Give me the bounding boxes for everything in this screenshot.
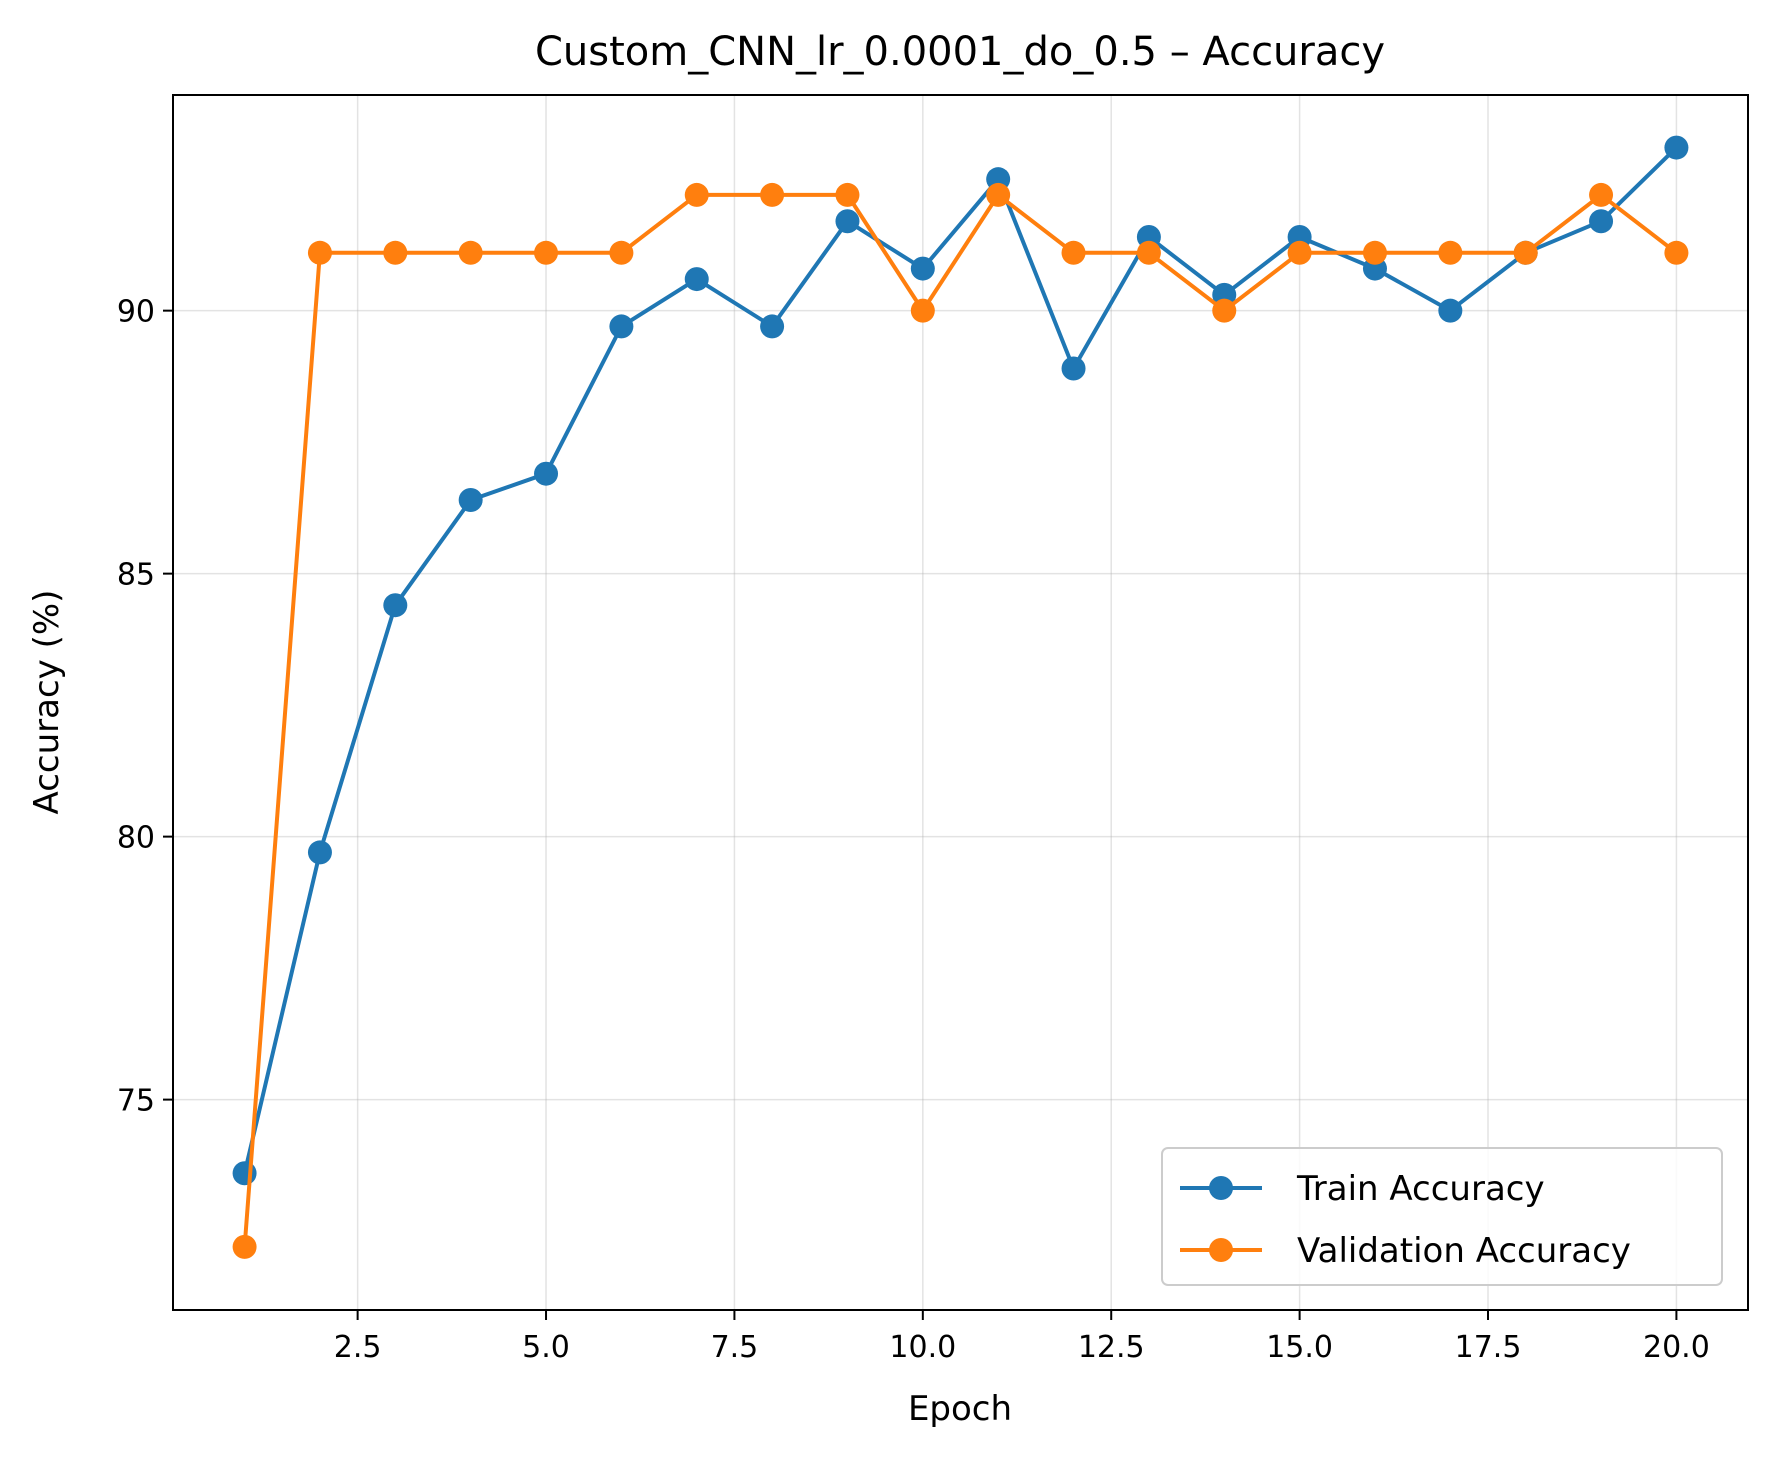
data-point (760, 314, 785, 339)
data-point (458, 240, 483, 265)
x-tick-label: 17.5 (1455, 1330, 1522, 1365)
x-tick-label: 2.5 (334, 1330, 382, 1365)
data-point (986, 182, 1011, 207)
data-point (684, 182, 709, 207)
y-axis-label: Accuracy (%) (27, 590, 67, 815)
data-point (760, 182, 785, 207)
x-axis-ticks: 2.5 5.0 7.5 10.0 12.5 15.0 17.5 20.0 (334, 1310, 1710, 1365)
data-point (383, 593, 408, 618)
data-point (1061, 356, 1086, 381)
x-tick-label: 7.5 (711, 1330, 759, 1365)
x-tick-label: 5.0 (522, 1330, 570, 1365)
legend-label: Validation Accuracy (1297, 1231, 1631, 1271)
legend-marker (1209, 1238, 1233, 1262)
data-point (910, 298, 935, 323)
grid-lines (173, 95, 1748, 1310)
x-tick-label: 10.0 (889, 1330, 956, 1365)
data-point (835, 209, 860, 234)
data-point (1664, 240, 1689, 265)
data-point (1212, 298, 1237, 323)
data-point (232, 1234, 257, 1259)
legend-box (1161, 1147, 1723, 1286)
chart-title: Custom_CNN_lr_0.0001_do_0.5 – Accuracy (535, 29, 1385, 75)
plot-frame (172, 94, 1749, 1311)
y-tick-label: 90 (117, 295, 155, 330)
x-tick-label: 15.0 (1266, 1330, 1333, 1365)
data-point (1061, 240, 1086, 265)
data-point (684, 267, 709, 292)
data-point (910, 256, 935, 281)
series-line (242, 192, 1678, 1248)
y-tick-label: 85 (117, 558, 155, 593)
data-point (534, 240, 559, 265)
series-layer (232, 135, 1689, 1259)
y-axis-ticks: 75 80 85 90 (117, 295, 173, 1119)
x-tick-label: 12.5 (1078, 1330, 1145, 1365)
series-line (242, 146, 1678, 1174)
data-point (1513, 240, 1538, 265)
legend: Train Accuracy Validation Accuracy (1161, 1147, 1723, 1286)
y-tick-label: 75 (117, 1084, 155, 1119)
data-point (1589, 209, 1614, 234)
data-point (307, 240, 332, 265)
data-point (307, 840, 332, 865)
y-tick-label: 80 (117, 821, 155, 856)
x-tick-label: 20.0 (1643, 1330, 1710, 1365)
data-point (1664, 135, 1689, 160)
data-point (1589, 182, 1614, 207)
data-point (609, 240, 634, 265)
data-point (534, 461, 559, 486)
data-point (1287, 240, 1312, 265)
data-point (1438, 240, 1463, 265)
legend-marker (1209, 1176, 1233, 1200)
data-point (1362, 240, 1387, 265)
data-point (835, 182, 860, 207)
data-point (1438, 298, 1463, 323)
data-point (609, 314, 634, 339)
data-point (1136, 240, 1161, 265)
data-point (458, 488, 483, 512)
data-point (383, 240, 408, 265)
legend-entries: Train Accuracy Validation Accuracy (1180, 1169, 1631, 1271)
data-point (232, 1161, 257, 1186)
x-axis-label: Epoch (908, 1389, 1012, 1429)
series-validation-accuracy (232, 182, 1689, 1259)
legend-label: Train Accuracy (1296, 1169, 1545, 1209)
